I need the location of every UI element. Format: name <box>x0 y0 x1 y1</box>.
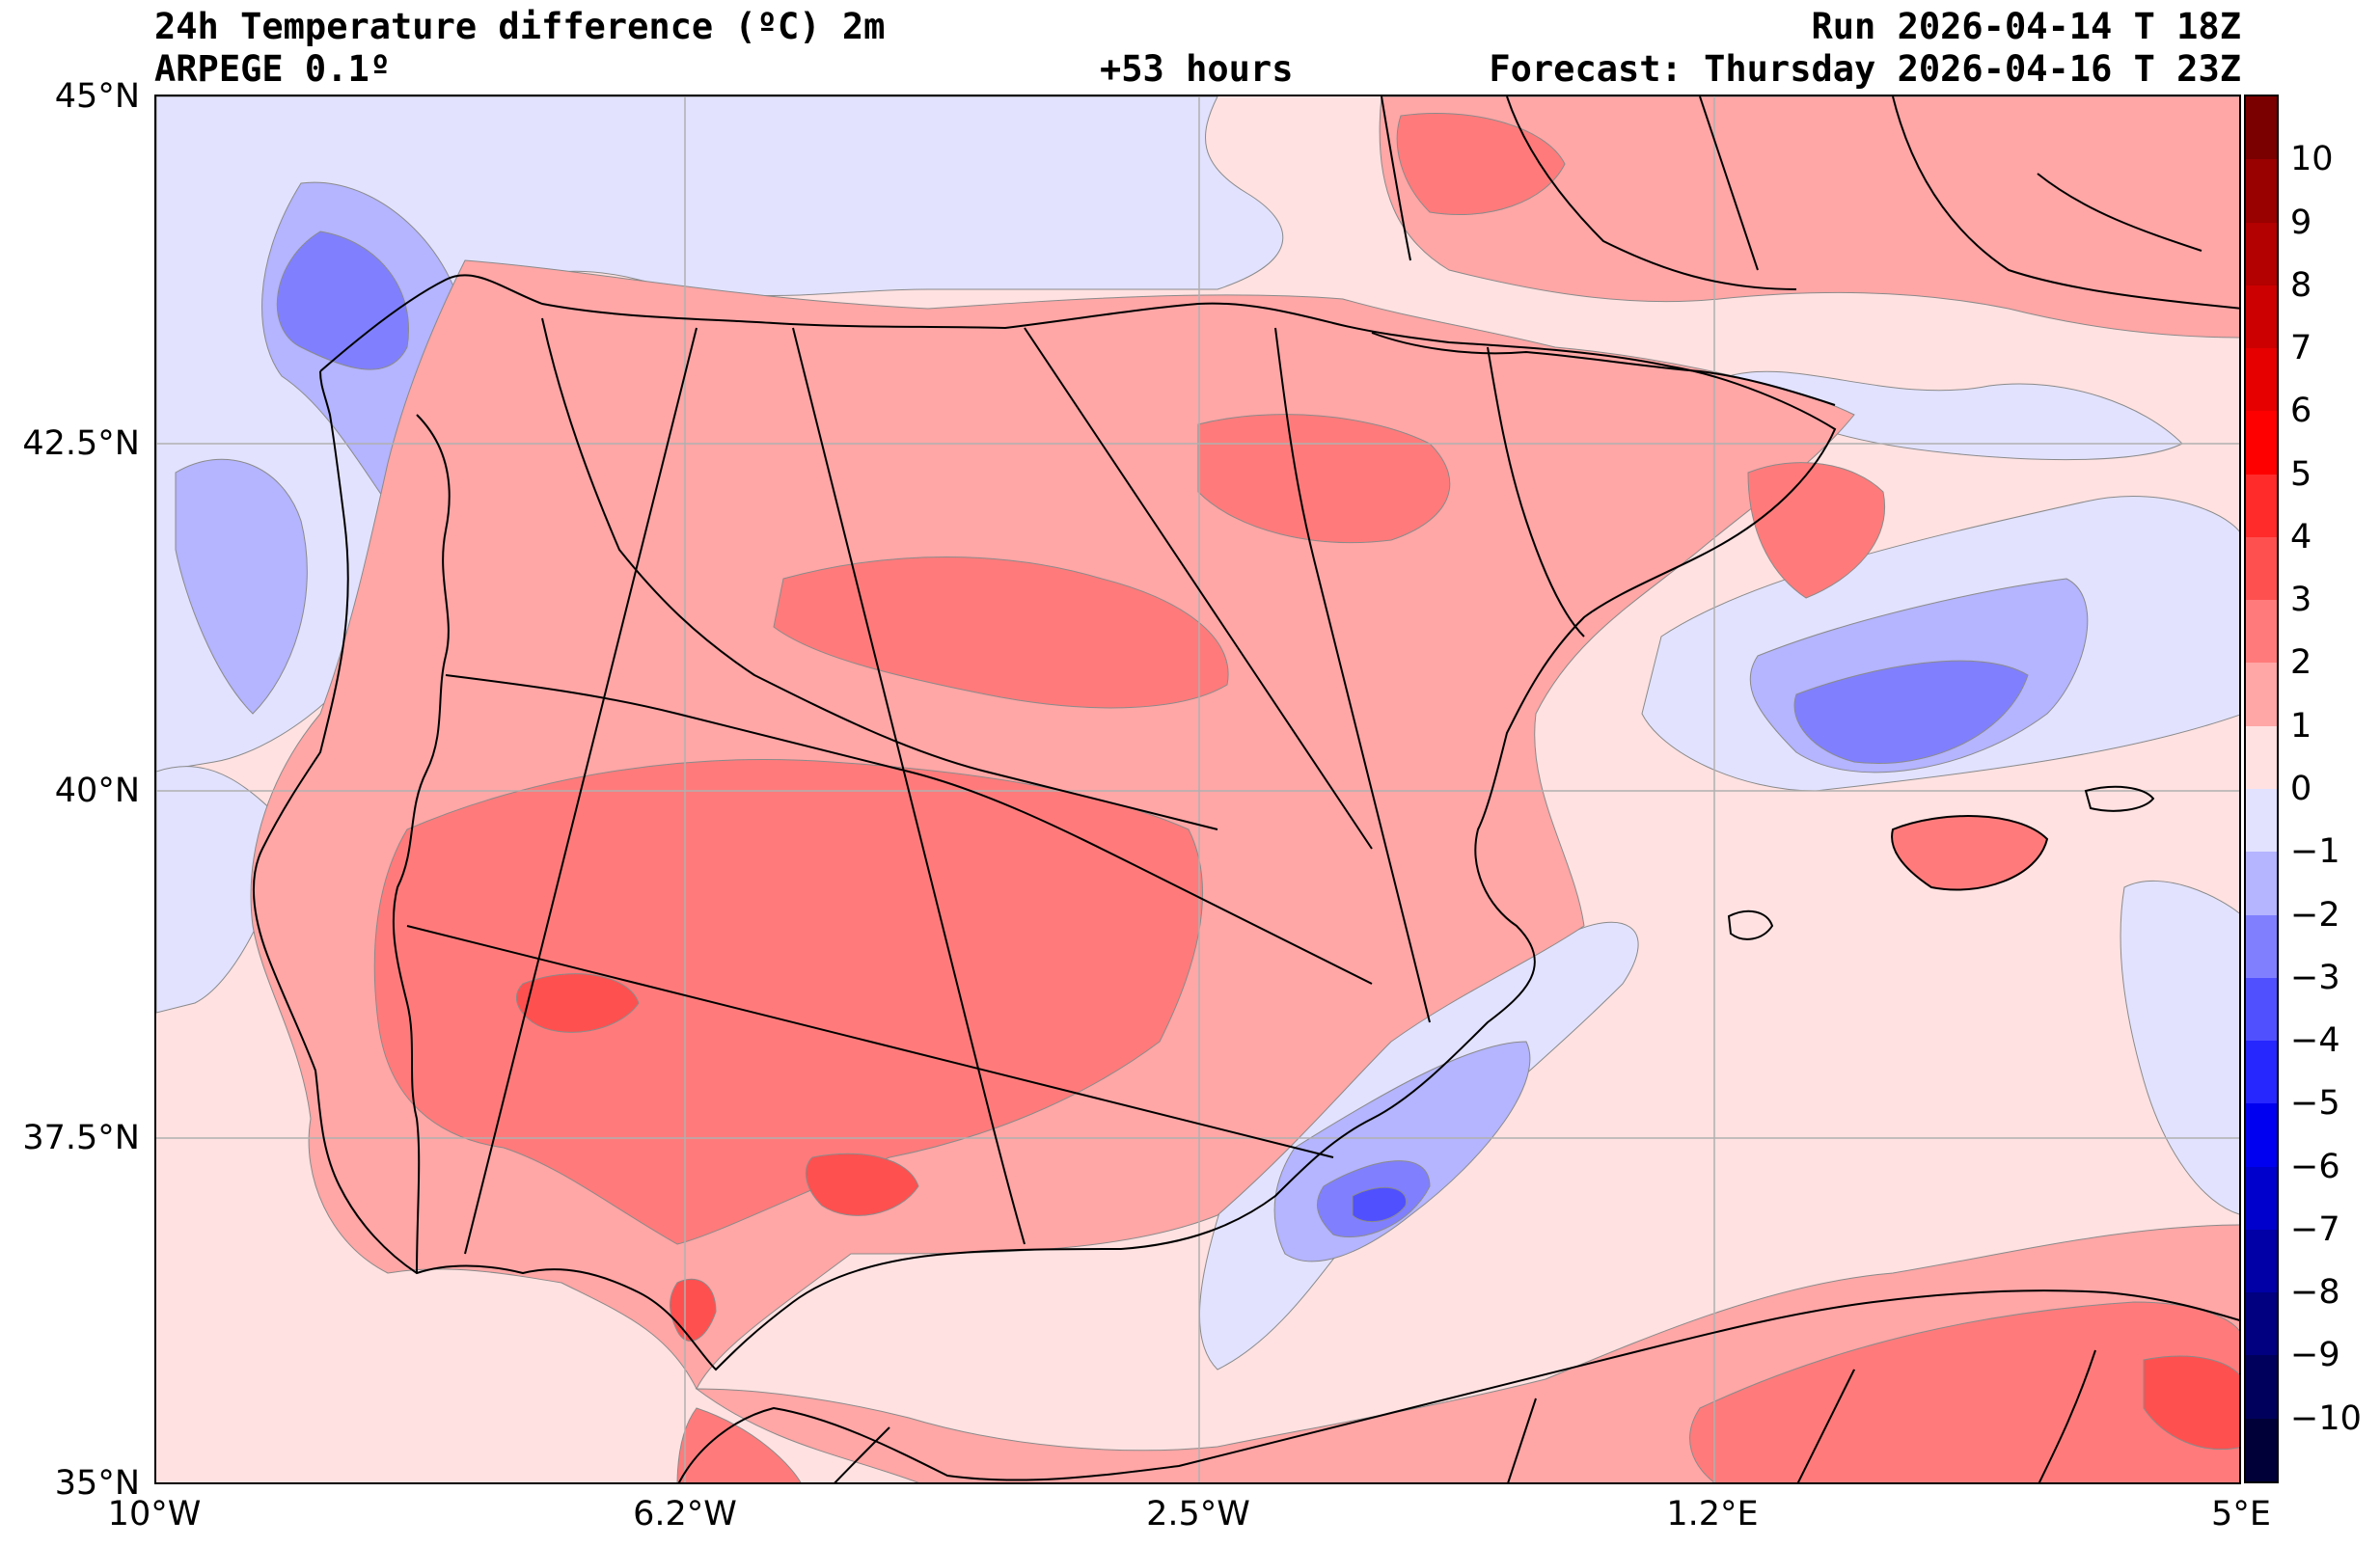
colorbar-segment <box>2246 914 2277 979</box>
colorbar-segment <box>2246 222 2277 286</box>
colorbar-label: −10 <box>2290 1398 2362 1438</box>
france-borders <box>1381 96 2239 310</box>
region-borders-7 <box>464 327 698 1255</box>
lon-label-2-5w: 2.5°W <box>1146 1495 1250 1533</box>
colorbar-label: −5 <box>2290 1084 2340 1124</box>
lon-label-5e: 5°E <box>2211 1495 2271 1533</box>
colorbar-segment <box>2246 977 2277 1042</box>
lon-label-10w: 10°W <box>107 1495 202 1533</box>
colorbar-label: −7 <box>2290 1209 2340 1249</box>
catalonia-hot <box>1747 462 1885 599</box>
colorbar-label: 1 <box>2290 706 2312 746</box>
region-borders-2 <box>792 327 1026 1245</box>
colorbar-label: −4 <box>2290 1021 2340 1061</box>
colorbar-label: 4 <box>2290 517 2312 556</box>
colorbar-segment <box>2246 1355 2277 1420</box>
cold-core-deep <box>1352 1186 1407 1223</box>
colorbar-segment <box>2246 1292 2277 1356</box>
colorbar-segment <box>2246 1041 2277 1104</box>
map-panel[interactable] <box>154 95 2241 1484</box>
hotspot-guadalquivir <box>805 1153 919 1216</box>
colorbar-label: 10 <box>2290 140 2334 179</box>
lat-label-37-5n: 37.5°N <box>22 1119 140 1157</box>
graticule <box>156 96 2239 1482</box>
colorbar-segment <box>2246 600 2277 664</box>
colorbar-label: 7 <box>2290 329 2312 368</box>
colorbar-segment <box>2246 1229 2277 1293</box>
colorbar-segment <box>2246 1166 2277 1231</box>
lat-label-45n: 45°N <box>54 77 140 116</box>
run-label: Run 2026-04-14 T 18Z <box>1811 6 2241 47</box>
france-hot-patch <box>1396 113 1566 216</box>
colorbar-label: 5 <box>2290 454 2312 494</box>
north-africa-hot <box>1689 1301 2239 1482</box>
region-borders-6 <box>1274 327 1431 1023</box>
pyrenees-border <box>1371 332 1836 406</box>
lat-label-42-5n: 42.5°N <box>22 424 140 463</box>
forecast-label: Forecast: Thursday 2026-04-16 T 23Z <box>1489 48 2241 90</box>
colorbar <box>2244 95 2279 1483</box>
lon-label-6-2w: 6.2°W <box>633 1495 737 1533</box>
colorbar-segment <box>2246 411 2277 475</box>
colorbar-label: −3 <box>2290 958 2340 997</box>
region-borders-1 <box>541 317 1218 830</box>
colorbar-segment <box>2246 474 2277 538</box>
region-borders-5 <box>406 925 1334 1158</box>
colorbar-label: 6 <box>2290 392 2312 431</box>
colorbar-segment <box>2246 663 2277 727</box>
lon-label-1-2e: 1.2°E <box>1666 1495 1759 1533</box>
colorbar-segment <box>2246 536 2277 601</box>
lat-label-35n: 35°N <box>54 1464 140 1503</box>
hotspot-extremadura <box>515 973 640 1033</box>
colorbar-segment <box>2246 285 2277 349</box>
region-borders-4 <box>445 674 1373 985</box>
menorca-coast <box>2084 785 2155 812</box>
north-africa-hotspot <box>2143 1355 2239 1451</box>
region-borders-8 <box>1487 346 1585 638</box>
colorbar-label: −8 <box>2290 1273 2340 1313</box>
iberia-coastline <box>253 274 1837 1371</box>
colorbar-label: −9 <box>2290 1336 2340 1375</box>
cool-east-med <box>2120 880 2239 1215</box>
colorbar-label: −1 <box>2290 832 2340 872</box>
colorbar-label: 2 <box>2290 643 2312 683</box>
africa-borders <box>834 1349 2096 1482</box>
colorbar-label: −2 <box>2290 895 2340 935</box>
iberia-hot-northeast <box>1197 414 1451 543</box>
colorbar-segment <box>2246 852 2277 916</box>
colorbar-segment <box>2246 1103 2277 1168</box>
colorbar-segment <box>2246 96 2277 160</box>
hotspot-cadiz <box>670 1278 717 1342</box>
colorbar-segment <box>2246 725 2277 790</box>
map-title: 24h Temperature difference (ºC) 2m <box>154 6 886 47</box>
coastlines-and-borders <box>253 96 2239 1482</box>
region-borders-3 <box>1024 327 1373 850</box>
colorbar-label: 3 <box>2290 581 2312 620</box>
mallorca-coast <box>1891 815 2049 891</box>
colorbar-segment <box>2246 348 2277 412</box>
colorbar-label: 8 <box>2290 265 2312 305</box>
model-label: ARPEGE 0.1º <box>154 48 392 90</box>
lead-time-label: +53 hours <box>1100 48 1294 90</box>
colorbar-label: −6 <box>2290 1147 2340 1186</box>
cold-balearic-core <box>1793 660 2029 764</box>
iberia-hot-north <box>773 556 1229 709</box>
lat-label-40n: 40°N <box>54 772 140 810</box>
africa-coastline <box>678 1289 2239 1482</box>
ibiza-coast <box>1727 909 1774 940</box>
colorbar-label: 0 <box>2290 770 2312 808</box>
portugal-spain-border <box>392 414 451 1274</box>
colorbar-segment <box>2246 1418 2277 1481</box>
cold-galicia-core <box>276 231 409 370</box>
france-warm-region <box>1379 96 2239 339</box>
cold-atlantic-offshore <box>175 458 308 715</box>
colorbar-segment <box>2246 159 2277 224</box>
colorbar-label: 9 <box>2290 203 2312 242</box>
colorbar-segment <box>2246 789 2277 853</box>
